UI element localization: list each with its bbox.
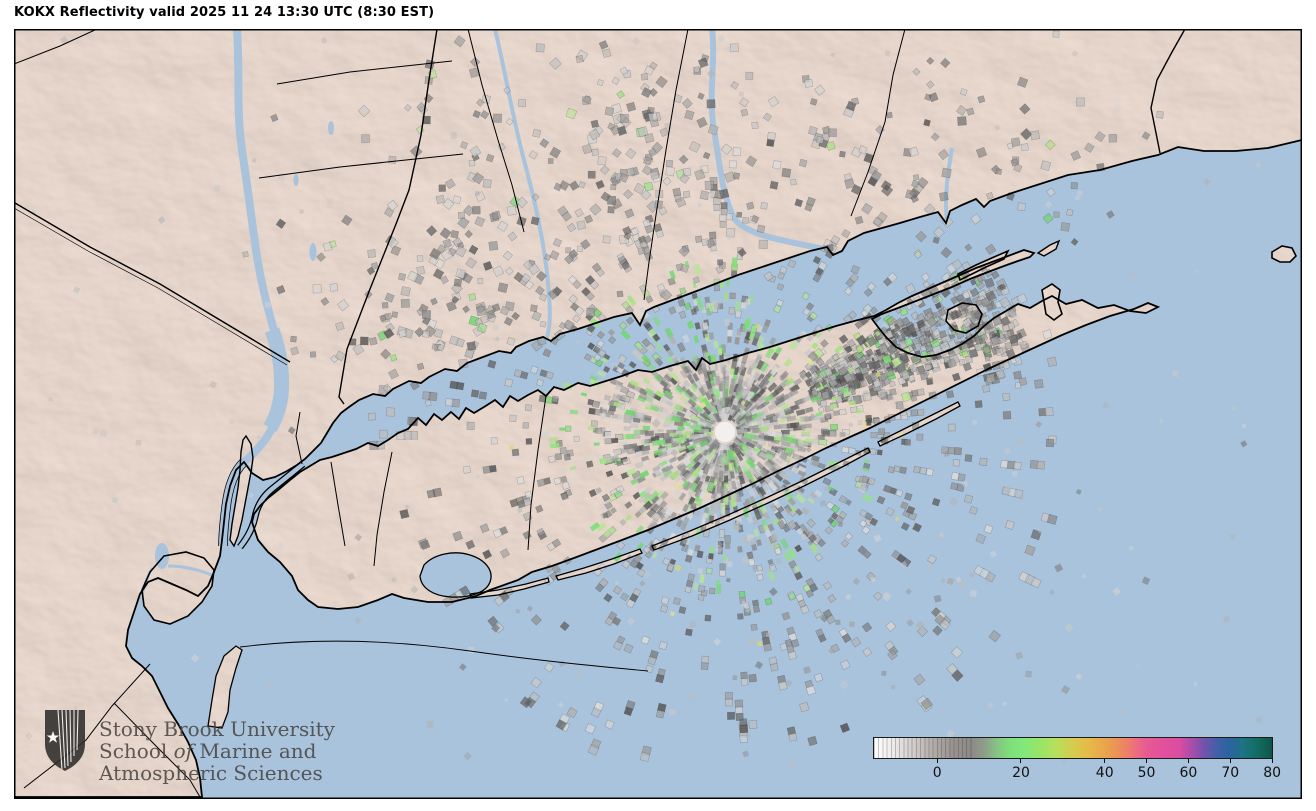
branding-text: Stony Brook University School of Marine … <box>99 718 335 784</box>
figure-title: KOKX Reflectivity valid 2025 11 24 13:30… <box>14 5 435 20</box>
colorbar-tick-label: 60 <box>1179 765 1198 781</box>
colorbar-tick-mark <box>936 759 938 763</box>
colorbar-tick-label: 0 <box>932 765 942 781</box>
colorbar-tick-label: 50 <box>1137 765 1156 781</box>
radar-map <box>14 29 1302 799</box>
branding-line1: Stony Brook University <box>99 717 335 741</box>
branding: Stony Brook University School of Marine … <box>42 708 335 784</box>
colorbar-tick-mark <box>1020 759 1022 763</box>
colorbar: 0 20 40 50 60 70 80 <box>873 737 1281 781</box>
colorbar-discrete-stripes <box>874 738 972 758</box>
colorbar-tick-label: 40 <box>1095 765 1114 781</box>
star-icon <box>46 731 60 743</box>
radar-site-hole <box>714 421 736 443</box>
colorbar-tick-mark <box>1229 759 1231 763</box>
map-frame <box>14 29 1302 799</box>
colorbar-tick-mark <box>1146 759 1148 763</box>
colorbar-gradient <box>873 737 1273 759</box>
branding-line3: Atmospheric Sciences <box>99 761 323 785</box>
colorbar-tick-label: 80 <box>1263 765 1282 781</box>
branding-line2: School of Marine and <box>99 739 317 763</box>
colorbar-tick-mark <box>1271 759 1273 763</box>
colorbar-tick-mark <box>1187 759 1189 763</box>
colorbar-tick-label: 70 <box>1221 765 1240 781</box>
colorbar-tick-label: 20 <box>1012 765 1030 781</box>
sbu-shield-logo <box>45 710 85 771</box>
colorbar-tick-mark <box>1104 759 1106 763</box>
map-panel: Stony Brook University School of Marine … <box>14 29 1302 799</box>
